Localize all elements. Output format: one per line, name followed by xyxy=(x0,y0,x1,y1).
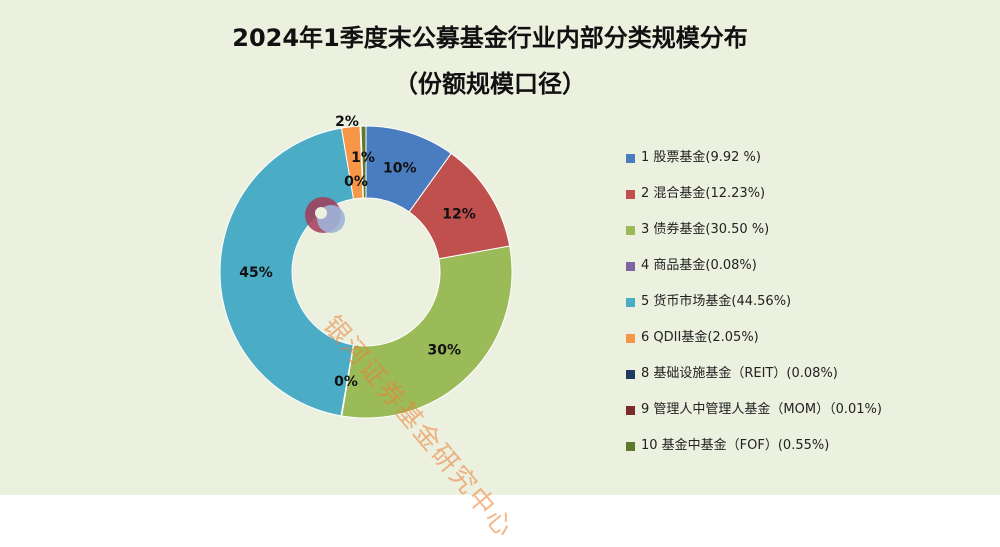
data-label-2: 12% xyxy=(442,206,476,222)
legend-swatch xyxy=(626,226,635,235)
donut-chart: 10% 12% 30% 0% 45% 2% 0% 1% xyxy=(219,114,513,419)
donut-labels: 10% 12% 30% 0% 45% 2% 0% 1% xyxy=(239,114,476,390)
legend-label: 6 QDII基金(2.05%) xyxy=(641,330,759,345)
legend-label: 9 管理人中管理人基金（MOM）（0.01%) xyxy=(641,402,882,417)
data-label-4: 0% xyxy=(334,374,358,390)
legend-label: 8 基础设施基金（REIT）(0.08%) xyxy=(641,366,838,381)
legend: 1 股票基金(9.92 %) 2 混合基金(12.23%) 3 债券基金(30.50… xyxy=(626,148,996,472)
legend-item: 4 商品基金(0.08%) xyxy=(626,256,996,292)
legend-swatch xyxy=(626,298,635,307)
donut-slice-3 xyxy=(341,245,513,419)
legend-item: 9 管理人中管理人基金（MOM）（0.01%) xyxy=(626,400,996,436)
legend-label: 5 货币市场基金(44.56%) xyxy=(641,294,792,309)
legend-label: 3 债券基金(30.50 %) xyxy=(641,222,770,237)
donut-slice-9 xyxy=(360,125,367,199)
data-label-1: 10% xyxy=(383,160,417,176)
legend-swatch xyxy=(626,370,635,379)
data-label-9: 1% xyxy=(351,150,375,166)
legend-item: 1 股票基金(9.92 %) xyxy=(626,148,996,184)
legend-item: 2 混合基金(12.23%) xyxy=(626,184,996,220)
legend-swatch xyxy=(626,190,635,199)
legend-item: 5 货币市场基金(44.56%) xyxy=(626,292,996,328)
legend-item: 6 QDII基金(2.05%) xyxy=(626,328,996,364)
data-label-3: 30% xyxy=(427,342,461,358)
legend-label: 4 商品基金(0.08%) xyxy=(641,258,757,273)
logo-icon xyxy=(305,197,345,233)
legend-swatch xyxy=(626,154,635,163)
legend-item: 3 债券基金(30.50 %) xyxy=(626,220,996,256)
legend-swatch xyxy=(626,442,635,451)
legend-item: 10 基金中基金（FOF）(0.55%) xyxy=(626,436,996,472)
legend-item: 8 基础设施基金（REIT）(0.08%) xyxy=(626,364,996,400)
chart-title: 2024年1季度末公募基金行业内部分类规模分布 xyxy=(232,24,748,52)
legend-swatch xyxy=(626,262,635,271)
legend-label: 1 股票基金(9.92 %) xyxy=(641,150,761,165)
data-label-7: 0% xyxy=(344,174,368,190)
data-label-6: 2% xyxy=(335,114,359,130)
legend-label: 2 混合基金(12.23%) xyxy=(641,186,766,201)
chart-subtitle: （份额规模口径） xyxy=(394,70,586,98)
legend-swatch xyxy=(626,334,635,343)
legend-swatch xyxy=(626,406,635,415)
data-label-5: 45% xyxy=(239,265,273,281)
legend-label: 10 基金中基金（FOF）(0.55%) xyxy=(641,438,830,453)
donut-slices xyxy=(219,125,513,419)
